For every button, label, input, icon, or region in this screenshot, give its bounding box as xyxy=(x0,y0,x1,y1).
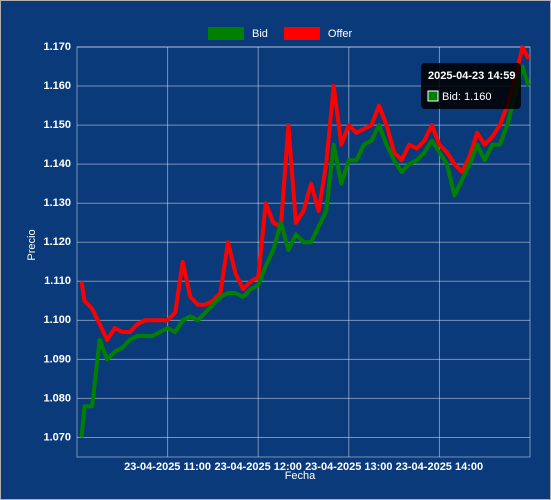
plot-frame xyxy=(76,46,531,458)
y-tick-label: 1.150 xyxy=(43,119,71,131)
y-tick-label: 1.120 xyxy=(43,236,71,248)
y-tick-label: 1.100 xyxy=(43,314,71,326)
x-tick-label: 23-04-2025 12:00 xyxy=(214,461,301,473)
y-tick-label: 1.090 xyxy=(43,353,71,365)
tooltip: 2025-04-23 14:59 Bid: 1.160 xyxy=(421,63,521,109)
y-tick-label: 1.160 xyxy=(43,80,71,92)
legend-label: Offer xyxy=(328,28,353,40)
series-line xyxy=(79,64,531,438)
legend-swatch xyxy=(283,27,320,40)
tooltip-label: Bid: 1.160 xyxy=(442,91,492,103)
y-tick-label: 1.080 xyxy=(43,392,71,404)
y-tick-label: 1.070 xyxy=(43,431,71,443)
tooltip-title: 2025-04-23 14:59 xyxy=(428,70,515,82)
legend-swatch xyxy=(208,27,244,40)
tooltip-swatch xyxy=(427,90,439,102)
y-tick-label: 1.130 xyxy=(43,197,71,209)
x-tick-label: 23-04-2025 11:00 xyxy=(124,461,211,473)
legend-label: Bid xyxy=(252,28,268,40)
plot: 1.070 1.080 1.090 1.100 1.110 1.120 1.130 1.140… xyxy=(43,27,531,473)
x-tick-label: 23-04-2025 14:00 xyxy=(396,461,483,473)
series-line xyxy=(79,45,531,342)
tooltip-box xyxy=(421,63,521,109)
y-tick-label: 1.110 xyxy=(44,275,71,287)
y-tick-label: 1.140 xyxy=(43,158,71,170)
y-tick-label: 1.170 xyxy=(43,41,71,53)
x-tick-label: 23-04-2025 13:00 xyxy=(305,461,392,473)
y-axis-title: Precio xyxy=(26,229,38,260)
x-axis-title: Fecha xyxy=(285,470,316,482)
